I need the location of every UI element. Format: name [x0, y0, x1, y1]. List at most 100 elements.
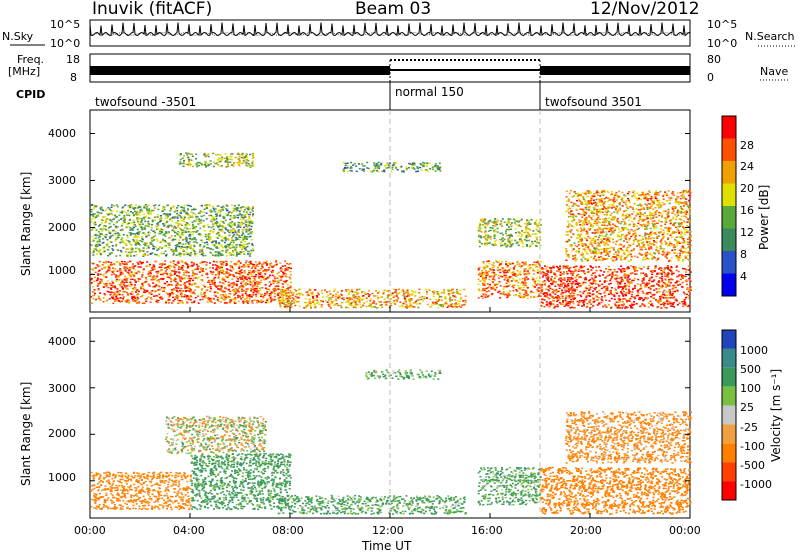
- power-cell: [456, 291, 459, 293]
- power-cell: [539, 232, 542, 234]
- power-cell: [186, 204, 189, 207]
- power-cell: [280, 290, 283, 292]
- power-cell: [481, 277, 484, 279]
- power-cell: [664, 282, 667, 285]
- power-cell: [499, 269, 502, 271]
- power-cell: [216, 299, 219, 301]
- power-cell: [402, 171, 405, 173]
- power-cell: [484, 230, 487, 232]
- power-cell: [484, 269, 487, 272]
- power-cell: [252, 160, 254, 162]
- power-cell: [127, 225, 130, 228]
- power-cell: [135, 299, 138, 301]
- power-cell: [426, 291, 428, 293]
- power-cell: [451, 306, 454, 308]
- power-cell: [134, 251, 137, 253]
- power-cell: [493, 220, 496, 223]
- power-cell: [269, 264, 272, 267]
- power-cell: [116, 275, 118, 278]
- power-cell: [192, 274, 195, 277]
- power-cell: [391, 166, 394, 168]
- power-cell: [193, 268, 196, 271]
- power-cell: [199, 205, 202, 207]
- power-cell: [102, 274, 105, 276]
- power-cell: [262, 270, 264, 273]
- power-cell: [134, 280, 137, 283]
- power-cell: [134, 284, 136, 286]
- power-cell: [245, 236, 248, 238]
- power-cell: [480, 231, 483, 233]
- power-cell: [174, 280, 177, 283]
- power-cell: [638, 296, 641, 299]
- power-cell: [464, 295, 467, 297]
- power-cell: [228, 231, 231, 234]
- power-cell: [418, 288, 421, 291]
- power-cell: [496, 261, 499, 263]
- power-cell: [193, 207, 195, 209]
- power-cell: [152, 230, 155, 233]
- power-cell: [274, 277, 277, 280]
- power-cell: [201, 204, 203, 207]
- power-cell: [637, 294, 640, 297]
- power-cell: [222, 273, 225, 275]
- power-cell: [265, 270, 268, 273]
- power-cell: [133, 241, 136, 243]
- power-cell: [188, 165, 191, 167]
- power-cell: [242, 238, 245, 241]
- power-cell: [396, 299, 399, 301]
- power-cell: [170, 284, 173, 287]
- power-cell: [661, 284, 664, 286]
- power-cell: [448, 305, 451, 307]
- power-cell: [170, 224, 173, 227]
- power-cell: [515, 280, 518, 283]
- power-cell: [522, 284, 525, 286]
- power-cell: [108, 267, 111, 270]
- power-cell: [243, 271, 246, 273]
- power-cell: [115, 222, 118, 224]
- power-cell: [286, 299, 289, 302]
- power-cell: [215, 267, 218, 269]
- power-cell: [508, 235, 511, 237]
- power-cell: [137, 290, 140, 293]
- power-cell: [136, 294, 139, 296]
- power-cell: [251, 284, 254, 286]
- power-cell: [244, 158, 247, 161]
- power-cell: [261, 293, 263, 296]
- power-cell: [501, 276, 504, 278]
- power-cell: [281, 275, 284, 278]
- power-cell: [432, 168, 434, 170]
- power-cell: [98, 212, 101, 214]
- power-cell: [198, 220, 201, 222]
- power-cell: [378, 301, 381, 303]
- power-cell: [268, 294, 271, 297]
- power-cell: [536, 261, 539, 264]
- power-cell: [204, 295, 207, 297]
- power-cell: [248, 221, 251, 223]
- power-cell: [508, 222, 511, 224]
- power-cell: [215, 261, 218, 263]
- power-cell: [111, 214, 114, 216]
- power-cell: [105, 229, 108, 231]
- power-cell: [509, 290, 512, 292]
- power-cell: [250, 225, 253, 228]
- power-cell: [194, 214, 197, 216]
- power-cell: [333, 304, 336, 306]
- power-cell: [144, 254, 147, 256]
- power-cell: [295, 290, 298, 292]
- power-cell: [203, 261, 206, 263]
- power-cell: [221, 263, 224, 265]
- power-cell: [280, 270, 283, 272]
- power-cell: [96, 211, 99, 213]
- power-cell: [188, 285, 191, 288]
- power-cell: [164, 239, 166, 242]
- power-cell: [242, 286, 245, 288]
- power-cell: [248, 242, 251, 245]
- power-cell: [288, 276, 291, 279]
- power-cell: [538, 295, 540, 297]
- power-cell: [482, 266, 485, 268]
- power-cell: [647, 291, 650, 294]
- power-cell: [157, 221, 160, 224]
- power-cell: [506, 296, 509, 299]
- power-cell: [103, 234, 106, 237]
- power-cell: [145, 297, 148, 300]
